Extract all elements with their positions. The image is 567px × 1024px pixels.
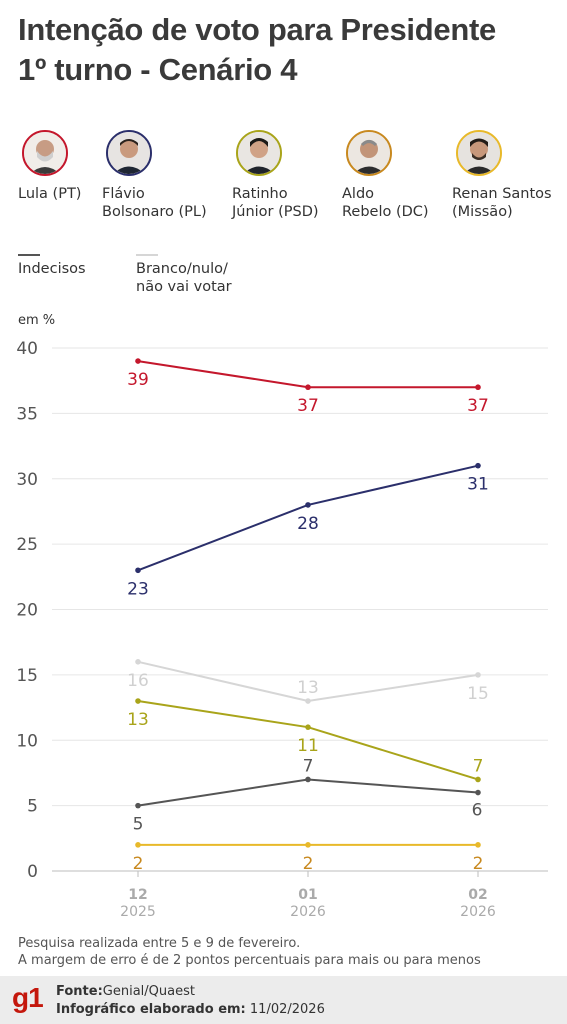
data-point xyxy=(475,462,481,469)
data-label: 13 xyxy=(127,710,149,730)
source-label: Fonte: xyxy=(56,984,103,999)
data-label: 7 xyxy=(303,756,314,776)
renan-avatar-icon xyxy=(456,130,502,176)
data-point xyxy=(305,842,311,848)
x-tick-year: 2026 xyxy=(290,904,326,920)
data-label: 6 xyxy=(472,801,483,821)
data-label: 5 xyxy=(133,815,144,835)
y-tick-label: 20 xyxy=(16,601,38,621)
legend-label-branco: Branco/nulo/ não vai votar xyxy=(136,261,232,295)
y-tick-label: 15 xyxy=(16,666,38,686)
data-point xyxy=(475,776,481,783)
data-point xyxy=(135,698,141,704)
data-point xyxy=(475,384,481,391)
candidate-label: Renan Santos (Missão) xyxy=(452,186,552,220)
candidate-renan: Renan Santos (Missão) xyxy=(452,130,567,221)
legend-label-indecisos: Indecisos xyxy=(18,261,86,277)
data-point xyxy=(305,384,311,391)
data-label: 28 xyxy=(297,514,319,534)
candidate-label: Ratinho Júnior (PSD) xyxy=(232,186,319,220)
data-point xyxy=(475,842,481,848)
method-note: Pesquisa realizada entre 5 e 9 de fevere… xyxy=(18,935,481,969)
data-point xyxy=(135,567,141,574)
title-line-1: Intenção de voto para Presidente xyxy=(18,12,496,47)
lula-avatar-icon xyxy=(22,130,68,176)
data-point xyxy=(475,672,481,678)
title-line-2: 1º turno - Cenário 4 xyxy=(18,52,298,87)
candidate-lula: Lula (PT) xyxy=(18,130,138,203)
data-label: 39 xyxy=(127,370,149,390)
data-label: 2 xyxy=(133,854,144,874)
method-note-line-2: A margem de erro é de 2 pontos percentua… xyxy=(18,953,481,968)
x-tick-month: 02 xyxy=(468,887,487,903)
series-line xyxy=(137,778,479,807)
candidate-label: Flávio Bolsonaro (PL) xyxy=(102,186,207,220)
data-point xyxy=(135,358,141,364)
x-tick-month: 12 xyxy=(128,887,147,903)
data-point xyxy=(475,789,481,796)
data-label: 37 xyxy=(467,396,489,416)
data-point xyxy=(135,802,141,809)
data-label: 23 xyxy=(127,579,149,599)
method-note-line-1: Pesquisa realizada entre 5 e 9 de fevere… xyxy=(18,936,301,951)
data-label: 15 xyxy=(467,684,489,704)
data-point xyxy=(305,502,311,508)
data-point xyxy=(135,842,141,848)
footer: g1 Fonte:Genial/Quaest Infográfico elabo… xyxy=(0,976,567,1024)
data-label: 2 xyxy=(473,854,484,874)
data-label: 31 xyxy=(467,475,489,495)
y-tick-label: 30 xyxy=(16,470,38,490)
data-label: 37 xyxy=(297,396,319,416)
data-label: 2 xyxy=(303,854,314,874)
data-point xyxy=(305,724,311,730)
x-tick-month: 01 xyxy=(298,887,317,903)
data-point xyxy=(305,698,311,704)
candidate-flavio: Flávio Bolsonaro (PL) xyxy=(102,130,222,221)
g1-logo: g1 xyxy=(12,982,44,1013)
data-label: 13 xyxy=(297,678,319,698)
x-tick-year: 2025 xyxy=(120,904,156,920)
footer-made-date: Infográfico elaborado em: 11/02/2026 xyxy=(56,1002,325,1017)
candidate-label: Lula (PT) xyxy=(18,186,82,202)
data-point xyxy=(305,776,311,783)
y-tick-label: 10 xyxy=(16,731,38,751)
made-label: Infográfico elaborado em: xyxy=(56,1002,246,1017)
footer-source: Fonte:Genial/Quaest xyxy=(56,984,195,999)
y-tick-label: 0 xyxy=(27,862,38,882)
unit-label: em % xyxy=(18,313,56,328)
aldo-avatar-icon xyxy=(346,130,392,176)
made-value: 11/02/2026 xyxy=(249,1002,325,1017)
flavio-avatar-icon xyxy=(106,130,152,176)
legend-swatch-indecisos xyxy=(18,254,40,256)
data-label: 16 xyxy=(127,671,149,691)
y-tick-label: 40 xyxy=(16,339,38,359)
candidate-ratinho: Ratinho Júnior (PSD) xyxy=(232,130,352,221)
source-value: Genial/Quaest xyxy=(102,984,195,999)
candidate-label: Aldo Rebelo (DC) xyxy=(342,186,429,220)
x-tick-year: 2026 xyxy=(460,904,496,920)
chart-title: Intenção de voto para Presidente 1º turn… xyxy=(18,10,563,90)
ratinho-avatar-icon xyxy=(236,130,282,176)
y-tick-label: 35 xyxy=(16,404,38,424)
data-label: 7 xyxy=(473,756,484,776)
data-point xyxy=(135,659,141,665)
y-tick-label: 25 xyxy=(16,535,38,555)
legend-swatch-branco xyxy=(136,254,158,256)
data-label: 11 xyxy=(297,736,319,756)
y-tick-label: 5 xyxy=(27,797,38,817)
candidate-aldo: Aldo Rebelo (DC) xyxy=(342,130,462,221)
series-line xyxy=(137,360,478,389)
